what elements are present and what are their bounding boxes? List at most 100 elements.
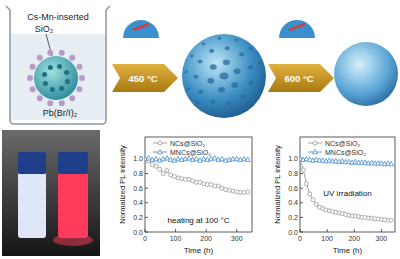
- smooth-sphere: [334, 42, 398, 106]
- beaker: Cs-Mn-insertedSiO₂Pb(Br/I)₂: [6, 6, 110, 124]
- beaker-glass: [6, 6, 110, 124]
- y-tick-label: 0.0: [133, 229, 143, 236]
- dimple: [210, 64, 217, 70]
- y-tick: [300, 232, 303, 233]
- precursor-dot: [37, 95, 43, 101]
- chart: 0.00.20.40.60.81.00100200300Time (h)Norm…: [273, 137, 395, 255]
- data-point: [389, 161, 394, 165]
- dimple: [225, 46, 230, 50]
- dimple: [211, 100, 216, 104]
- y-tick: [300, 202, 303, 203]
- dimple: [248, 65, 253, 69]
- legend-marker: [158, 149, 163, 153]
- precursor-dot: [59, 50, 65, 56]
- vial-cap: [58, 152, 88, 174]
- legend-marker: [158, 141, 162, 145]
- x-axis-label: Time (h): [184, 246, 214, 255]
- y-tick: [145, 217, 148, 218]
- dimple: [209, 49, 214, 53]
- silica-sphere: [34, 56, 78, 100]
- dimple: [227, 112, 231, 115]
- y-tick-label: 0.2: [288, 214, 298, 221]
- y-tick-label: 0.2: [133, 214, 143, 221]
- vial-cap: [18, 152, 46, 174]
- y-tick-label: 0.8: [288, 170, 298, 177]
- pore: [59, 86, 64, 91]
- precursor-dot: [76, 64, 82, 70]
- y-tick: [145, 173, 148, 174]
- y-tick-label: 1.0: [133, 155, 143, 162]
- y-tick-label: 0.4: [133, 199, 143, 206]
- dimple: [202, 42, 206, 45]
- precursor-dot: [30, 64, 36, 70]
- pore: [43, 81, 48, 86]
- background: [0, 0, 400, 259]
- precursor-label: Pb(Br/I)₂: [43, 108, 78, 118]
- precursor-dot: [47, 50, 53, 56]
- data-point: [216, 184, 220, 188]
- pore: [57, 64, 62, 69]
- annotation: UV irradiation: [323, 189, 371, 198]
- dimple: [218, 37, 222, 40]
- dimple: [234, 39, 238, 42]
- y-tick-label: 0.4: [288, 199, 298, 206]
- dimple: [231, 82, 238, 88]
- dimple: [260, 78, 264, 81]
- vial-red: [58, 172, 88, 238]
- dimple: [218, 87, 225, 93]
- step-label: 600 °C: [284, 73, 313, 84]
- y-tick-label: 0.0: [288, 229, 298, 236]
- y-tick-label: 1.0: [288, 155, 298, 162]
- y-tick-label: 0.6: [288, 185, 298, 192]
- data-point: [314, 202, 318, 206]
- dimple: [198, 90, 203, 94]
- dimple: [249, 47, 253, 50]
- step-arrow: 450 °C: [112, 20, 178, 92]
- precursor-dot: [27, 75, 33, 81]
- precursor-dot: [30, 86, 36, 92]
- x-tick: [206, 229, 207, 232]
- vial-photo: [2, 130, 100, 256]
- dimple: [234, 68, 241, 74]
- series-line: [145, 159, 248, 193]
- data-point: [154, 156, 159, 160]
- dimple: [194, 75, 199, 79]
- data-point: [165, 169, 169, 173]
- dimple: [186, 87, 190, 90]
- dimple: [255, 94, 259, 97]
- y-tick: [145, 202, 148, 203]
- data-point: [154, 164, 158, 168]
- legend-label: MNCs@SiO₂: [325, 149, 366, 156]
- x-tick-label: 200: [200, 235, 212, 242]
- data-point: [308, 192, 312, 196]
- x-tick: [236, 229, 237, 232]
- liquid: [10, 34, 106, 120]
- pore: [48, 65, 53, 70]
- dimple: [184, 71, 188, 74]
- y-tick: [145, 232, 148, 233]
- y-axis-label: Normalized PL intensity: [118, 145, 127, 224]
- x-tick: [381, 229, 382, 232]
- y-tick: [300, 173, 303, 174]
- precursor-dot: [76, 86, 82, 92]
- heater-strip: [289, 24, 305, 30]
- plot-frame: [145, 137, 252, 232]
- y-tick: [145, 188, 148, 189]
- y-tick-label: 0.6: [133, 185, 143, 192]
- x-tick: [327, 229, 328, 232]
- beaker-label: Cs-Mn-inserted: [27, 12, 89, 22]
- heater: [279, 20, 315, 38]
- pore: [42, 72, 47, 77]
- y-tick: [300, 188, 303, 189]
- x-tick: [354, 229, 355, 232]
- dimple: [243, 107, 247, 110]
- y-tick-label: 0.8: [133, 170, 143, 177]
- dimple: [226, 102, 231, 106]
- precursor-dot: [47, 100, 53, 106]
- dimple: [258, 62, 262, 65]
- data-point: [158, 167, 162, 171]
- dimple: [240, 95, 245, 99]
- vial-blue: [18, 172, 46, 238]
- dimple: [196, 102, 200, 105]
- data-point: [301, 168, 305, 172]
